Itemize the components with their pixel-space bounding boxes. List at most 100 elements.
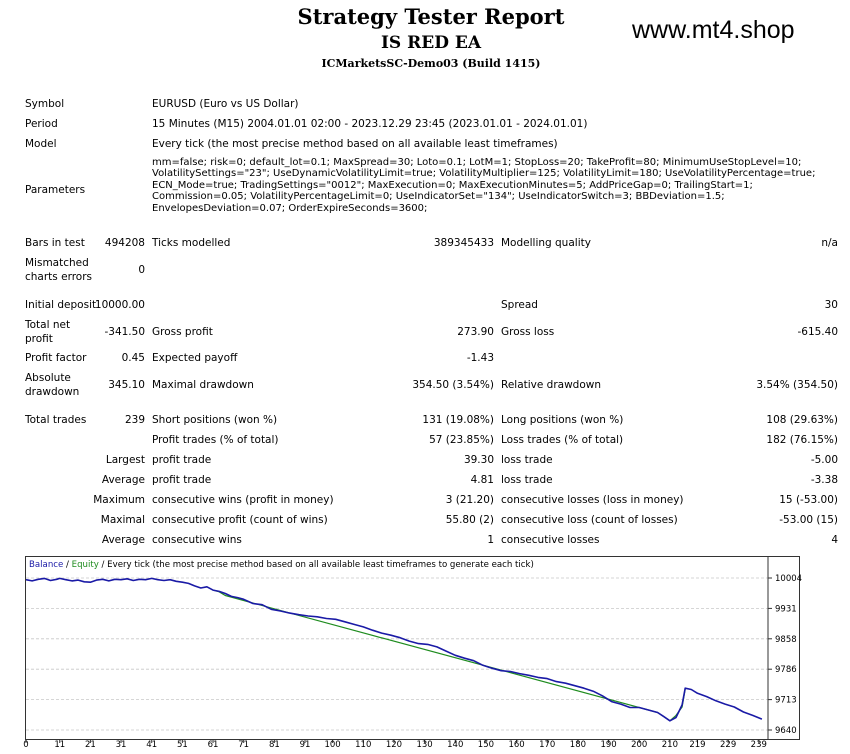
ticks-value: 389345433 (433, 237, 494, 249)
legend-text: Balance / Equity / Every tick (the most … (29, 560, 534, 570)
x-tick-label: 170 (539, 740, 555, 750)
x-tick-label: 180 (570, 740, 586, 750)
total-net-label-1: Total net (25, 319, 71, 331)
consec-losses-value: 4 (831, 534, 838, 546)
initial-deposit-label: Initial deposit (25, 299, 97, 311)
gross-profit-value: 273.90 (457, 326, 494, 338)
maximal-dd-value: 354.50 (3.54%) (412, 379, 494, 391)
largest-loss-label: loss trade (501, 454, 553, 466)
consec-profit-count-label: consecutive profit (count of wins) (152, 514, 328, 526)
chart-grid (26, 557, 769, 739)
model-label: Model (25, 138, 57, 150)
absolute-dd-label-2: drawdown (25, 386, 80, 398)
x-tick-label: 190 (600, 740, 616, 750)
quality-label: Modelling quality (501, 237, 591, 249)
x-tick-label: 160 (508, 740, 524, 750)
largest-label: Largest (105, 454, 145, 466)
x-tick-label: 140 (447, 740, 463, 750)
largest-profit-value: 39.30 (463, 454, 494, 466)
y-tick-label: 9713 (775, 696, 797, 706)
y-tick-label: 10004 (775, 574, 802, 584)
average-label: Average (101, 474, 145, 486)
symbol-value: EURUSD (Euro vs US Dollar) (152, 98, 299, 110)
legend-rest: / Every tick (the most precise method ba… (99, 560, 534, 570)
legend-equity: Equity (72, 560, 99, 570)
short-positions-label: Short positions (won %) (152, 414, 278, 426)
period-value: 15 Minutes (M15) 2004.01.01 02:00 - 2023… (152, 118, 588, 130)
balance-chart: Balance / Equity / Every tick (the most … (23, 556, 802, 750)
y-tick-label: 9640 (775, 726, 797, 736)
x-axis-ticks: 0 11 21 31 41 51 61 71 81 91 100 110 120 130 140 150 160… (23, 739, 767, 750)
chart-series (25, 577, 763, 722)
y-tick-label: 9786 (775, 665, 797, 675)
x-tick-label: 120 (386, 740, 402, 750)
chart-frame (25, 556, 800, 740)
y-axis-ticks: 10004 9931 9858 9786 9713 9640 (768, 574, 802, 736)
total-net-label-2: profit (25, 333, 53, 345)
maximal-label: Maximal (100, 514, 145, 526)
x-tick-label: 150 (478, 740, 494, 750)
bars-label: Bars in test (25, 237, 85, 249)
relative-dd-value: 3.54% (354.50) (756, 379, 838, 391)
parameters-value: mm=false; risk=0; default_lot=0.1; MaxSp… (152, 157, 816, 214)
total-trades-label: Total trades (25, 414, 87, 426)
expected-payoff-label: Expected payoff (152, 352, 238, 364)
consec-wins-label: consecutive wins (152, 534, 242, 546)
consec-loss-count-value: -53.00 (15) (779, 514, 838, 526)
consec-losses-label: consecutive losses (501, 534, 600, 546)
profit-factor-label: Profit factor (25, 352, 87, 364)
consec-wins-money-label: consecutive wins (profit in money) (152, 494, 334, 506)
x-tick-label: 51 (177, 740, 188, 750)
site-watermark: www.mt4.shop (632, 16, 795, 44)
legend-balance: Balance (29, 560, 63, 570)
consec-loss-count-label: consecutive loss (count of losses) (501, 514, 678, 526)
relative-dd-label: Relative drawdown (501, 379, 602, 391)
ticks-label: Ticks modelled (152, 237, 231, 249)
x-tick-label: 31 (116, 740, 127, 750)
x-tick-label: 130 (416, 740, 432, 750)
x-tick-label: 61 (208, 740, 219, 750)
average-profit-label: profit trade (152, 474, 212, 486)
y-tick-label: 9858 (775, 635, 797, 645)
consec-wins-money-value: 3 (21.20) (445, 494, 494, 506)
x-tick-label: 219 (689, 740, 705, 750)
profit-trades-value: 57 (23.85%) (429, 434, 494, 446)
quality-value: n/a (821, 237, 838, 249)
balance-line (25, 577, 763, 722)
spread-label: Spread (501, 299, 538, 311)
x-tick-label: 81 (269, 740, 280, 750)
maximal-dd-label: Maximal drawdown (152, 379, 254, 391)
ea-name: IS RED EA (380, 33, 482, 53)
x-tick-label: 239 (751, 740, 767, 750)
x-tick-label: 110 (355, 740, 371, 750)
absolute-dd-label-1: Absolute (25, 372, 71, 384)
largest-loss-value: -5.00 (810, 454, 838, 466)
largest-profit-label: profit trade (152, 454, 212, 466)
gross-loss-value: -615.40 (797, 326, 838, 338)
gross-profit-label: Gross profit (152, 326, 213, 338)
total-trades-value: 239 (124, 414, 145, 426)
x-tick-label: 210 (662, 740, 678, 750)
x-tick-label: 100 (324, 740, 340, 750)
server-build: ICMarketsSC-Demo03 (Build 1415) (321, 57, 541, 70)
average-profit-value: 4.81 (470, 474, 494, 486)
x-tick-label: 21 (85, 740, 96, 750)
x-tick-label: 11 (54, 740, 65, 750)
parameters-label: Parameters (25, 184, 86, 196)
consec-wins-value: 1 (487, 534, 494, 546)
loss-trades-value: 182 (76.15%) (766, 434, 838, 446)
model-value: Every tick (the most precise method base… (152, 138, 558, 150)
consec-profit-count-value: 55.80 (2) (445, 514, 494, 526)
average-loss-value: -3.38 (810, 474, 838, 486)
absolute-dd-value: 345.10 (108, 379, 145, 391)
y-tick-label: 9931 (775, 604, 797, 614)
consec-losses-money-value: 15 (-53.00) (779, 494, 838, 506)
loss-trades-label: Loss trades (% of total) (501, 434, 624, 446)
initial-deposit-value: 10000.00 (94, 299, 145, 311)
x-tick-label: 200 (631, 740, 647, 750)
mismatched-label-1: Mismatched (25, 257, 89, 269)
x-tick-label: 41 (146, 740, 157, 750)
bars-value: 494208 (104, 237, 145, 249)
expected-payoff-value: -1.43 (466, 352, 494, 364)
report-title: Strategy Tester Report (297, 4, 565, 29)
